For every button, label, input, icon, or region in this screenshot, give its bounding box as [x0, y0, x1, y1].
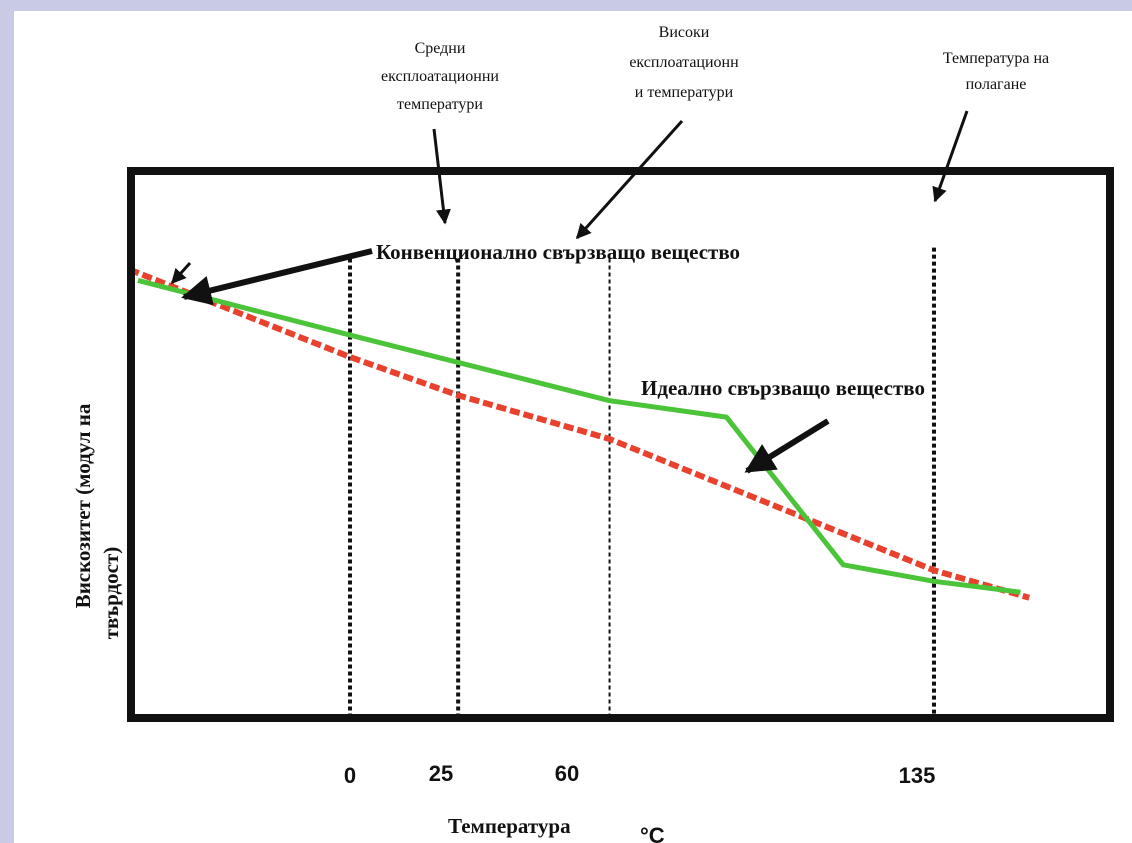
x-tick-label: 0 [344, 763, 356, 788]
series-label-arrow [744, 418, 830, 474]
annotation-high-temperatures: Високи експлоатационн и температури [575, 24, 739, 240]
series-label-arrow [181, 248, 373, 306]
series-label-conventional: Конвенционално свързващо вещество [170, 240, 740, 306]
y-axis-title: Вискозитет (модул на [71, 403, 95, 608]
chart-canvas: Средни експлоатационни температури Висок… [14, 11, 1132, 843]
x-tick-label: 25 [429, 761, 453, 786]
corner-arrow [170, 261, 192, 285]
x-tick-label: 135 [899, 763, 936, 788]
series-line-ideal [137, 277, 1021, 595]
x-axis-unit: °C [640, 823, 665, 843]
svg-text:Конвенционално свързващо вещес: Конвенционално свързващо вещество [376, 240, 740, 264]
svg-text:експлоатационни: експлоатационни [381, 68, 499, 85]
plot-frame [127, 167, 1114, 722]
chart-svg: Средни експлоатационни температури Висок… [71, 24, 1114, 843]
svg-text:Средни: Средни [415, 40, 466, 57]
y-axis-title-line2: твърдост) [99, 547, 123, 640]
series-line-conventional [128, 266, 1031, 601]
annotation-arrow [932, 110, 969, 203]
x-tick-label: 60 [555, 761, 579, 786]
svg-text:Високи: Високи [659, 24, 710, 41]
svg-text:експлоатационн: експлоатационн [629, 54, 739, 71]
svg-text:температури: температури [397, 96, 483, 113]
annotation-average-temperatures: Средни експлоатационни температури [381, 40, 499, 225]
annotation-arrow [575, 119, 684, 240]
svg-text:и температури: и температури [635, 84, 734, 101]
svg-text:полагане: полагане [966, 76, 1027, 93]
svg-text:Температура на: Температура на [943, 50, 1049, 67]
annotation-arrow [432, 128, 451, 225]
series-label-ideal: Идеално свързващо вещество [641, 376, 925, 474]
x-axis-title: Температура [448, 814, 571, 838]
svg-text:Идеално свързващо вещество: Идеално свързващо вещество [641, 376, 925, 400]
annotation-laying-temperature: Температура на полагане [932, 50, 1049, 203]
